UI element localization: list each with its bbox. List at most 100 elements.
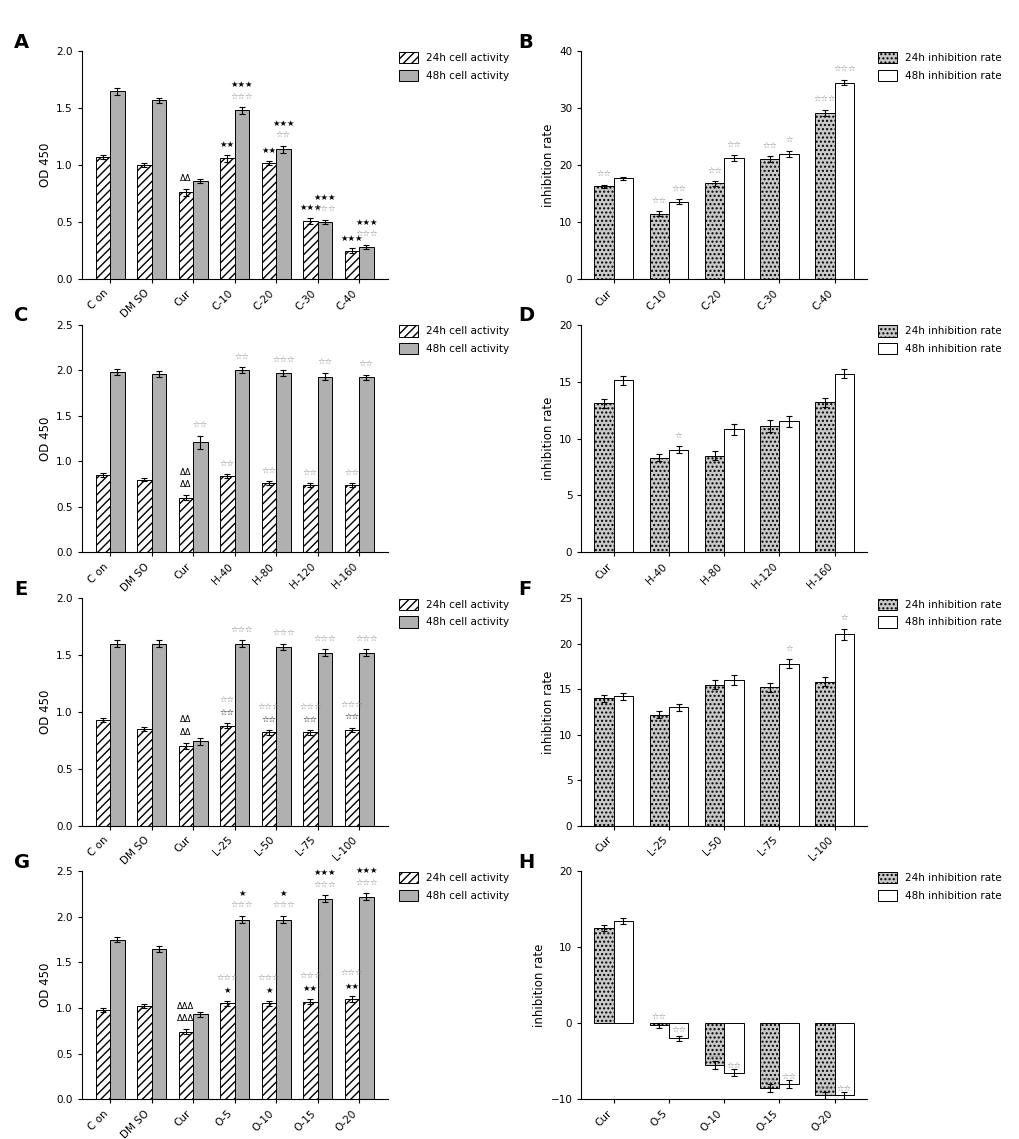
- Text: ☆☆: ☆☆: [261, 467, 276, 476]
- Bar: [834, 82, 853, 279]
- Text: ★★★: ★★★: [272, 118, 294, 128]
- Text: ★★: ★★: [303, 984, 318, 993]
- Text: ☆☆: ☆☆: [671, 1026, 686, 1035]
- Y-axis label: OD 450: OD 450: [39, 144, 52, 187]
- Bar: [137, 165, 152, 279]
- Text: ☆☆: ☆☆: [193, 421, 208, 431]
- Bar: [649, 1023, 668, 1025]
- Bar: [220, 158, 234, 279]
- Bar: [704, 1023, 723, 1065]
- Bar: [178, 746, 193, 826]
- Text: ΔΔΔ: ΔΔΔ: [177, 1001, 195, 1010]
- Text: ΔΔ: ΔΔ: [180, 468, 192, 477]
- Legend: 24h inhibition rate, 48h inhibition rate: 24h inhibition rate, 48h inhibition rate: [877, 52, 1001, 81]
- Text: ☆☆☆: ☆☆☆: [272, 901, 294, 910]
- Bar: [261, 163, 276, 279]
- Legend: 24h cell activity, 48h cell activity: 24h cell activity, 48h cell activity: [398, 326, 508, 354]
- Bar: [220, 1003, 234, 1099]
- Bar: [96, 720, 110, 826]
- Bar: [594, 186, 613, 279]
- Text: ☆☆☆: ☆☆☆: [299, 972, 321, 981]
- Bar: [814, 402, 834, 552]
- Text: ☆☆: ☆☆: [596, 170, 611, 179]
- Legend: 24h inhibition rate, 48h inhibition rate: 24h inhibition rate, 48h inhibition rate: [877, 326, 1001, 354]
- Bar: [276, 919, 290, 1099]
- Bar: [594, 403, 613, 552]
- Text: ΔΔ: ΔΔ: [180, 481, 192, 490]
- Text: ☆☆: ☆☆: [651, 197, 666, 205]
- Text: ☆☆☆: ☆☆☆: [230, 92, 253, 101]
- Legend: 24h cell activity, 48h cell activity: 24h cell activity, 48h cell activity: [398, 872, 508, 901]
- Text: ☆☆: ☆☆: [220, 696, 234, 705]
- Text: ☆☆: ☆☆: [303, 468, 318, 477]
- Bar: [613, 178, 633, 279]
- Bar: [276, 647, 290, 826]
- Bar: [344, 730, 359, 826]
- Bar: [668, 707, 688, 826]
- Text: ☆☆☆: ☆☆☆: [340, 969, 363, 978]
- Text: ☆☆☆: ☆☆☆: [216, 974, 238, 983]
- Bar: [234, 370, 249, 552]
- Bar: [178, 192, 193, 279]
- Text: ★★★: ★★★: [230, 80, 253, 89]
- Bar: [152, 949, 166, 1099]
- Bar: [723, 1023, 743, 1073]
- Text: ΔΔ: ΔΔ: [180, 715, 192, 724]
- Bar: [594, 928, 613, 1023]
- Bar: [152, 374, 166, 552]
- Legend: 24h inhibition rate, 48h inhibition rate: 24h inhibition rate, 48h inhibition rate: [877, 872, 1001, 901]
- Text: ☆☆☆: ☆☆☆: [272, 355, 294, 364]
- Bar: [234, 919, 249, 1099]
- Bar: [759, 158, 779, 279]
- Bar: [723, 429, 743, 552]
- Text: ☆☆: ☆☆: [317, 358, 332, 367]
- Text: ☆☆: ☆☆: [726, 141, 741, 149]
- Bar: [594, 698, 613, 826]
- Bar: [814, 682, 834, 826]
- Bar: [759, 426, 779, 552]
- Bar: [668, 1023, 688, 1039]
- Bar: [344, 999, 359, 1099]
- Bar: [759, 1023, 779, 1088]
- Text: ☆☆☆: ☆☆☆: [258, 703, 280, 712]
- Bar: [668, 450, 688, 552]
- Text: ☆☆: ☆☆: [344, 713, 359, 722]
- Text: ☆☆☆: ☆☆☆: [355, 634, 377, 644]
- Bar: [303, 221, 317, 279]
- Bar: [137, 1006, 152, 1099]
- Bar: [613, 696, 633, 826]
- Bar: [234, 110, 249, 279]
- Bar: [178, 498, 193, 552]
- Text: ☆☆☆: ☆☆☆: [230, 901, 253, 910]
- Text: ★: ★: [265, 986, 272, 995]
- Text: ☆☆: ☆☆: [359, 360, 374, 369]
- Text: ☆☆☆: ☆☆☆: [299, 703, 321, 712]
- Text: ☆☆: ☆☆: [671, 185, 686, 194]
- Text: ☆☆: ☆☆: [220, 459, 234, 468]
- Bar: [110, 372, 124, 552]
- Bar: [359, 653, 373, 826]
- Text: F: F: [518, 580, 531, 599]
- Legend: 24h cell activity, 48h cell activity: 24h cell activity, 48h cell activity: [398, 599, 508, 628]
- Bar: [220, 476, 234, 552]
- Bar: [344, 251, 359, 279]
- Bar: [649, 458, 668, 552]
- Text: ΔΔ: ΔΔ: [180, 174, 192, 183]
- Text: ΔΔΔ: ΔΔΔ: [177, 1014, 195, 1023]
- Bar: [137, 480, 152, 552]
- Bar: [359, 247, 373, 279]
- Text: ☆☆: ☆☆: [275, 131, 290, 140]
- Bar: [704, 456, 723, 552]
- Text: B: B: [518, 33, 533, 52]
- Bar: [234, 644, 249, 826]
- Text: ★★★: ★★★: [314, 868, 336, 877]
- Bar: [96, 1010, 110, 1099]
- Bar: [359, 377, 373, 552]
- Text: A: A: [14, 33, 30, 52]
- Text: ☆☆☆: ☆☆☆: [314, 634, 336, 644]
- Text: ☆☆☆: ☆☆☆: [230, 625, 253, 634]
- Text: ☆☆☆: ☆☆☆: [258, 974, 280, 983]
- Text: ☆☆: ☆☆: [836, 1084, 851, 1093]
- Y-axis label: inhibition rate: inhibition rate: [533, 943, 546, 1027]
- Text: ☆☆☆: ☆☆☆: [833, 65, 855, 74]
